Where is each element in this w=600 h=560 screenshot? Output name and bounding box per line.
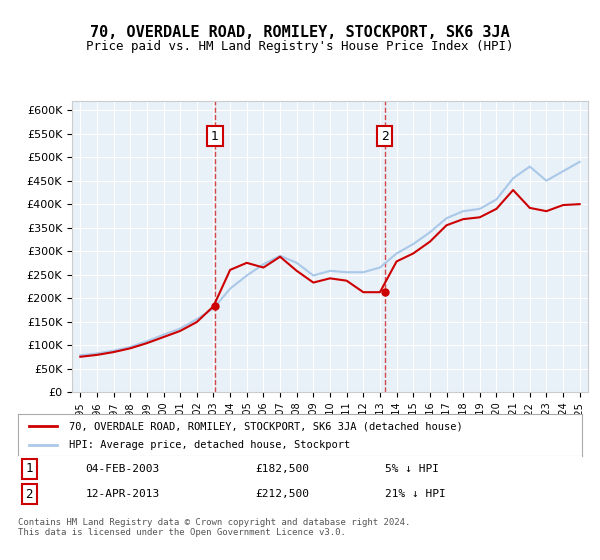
Text: 12-APR-2013: 12-APR-2013 bbox=[86, 489, 160, 499]
Text: 1: 1 bbox=[26, 463, 33, 475]
Text: £182,500: £182,500 bbox=[255, 464, 309, 474]
Text: 1: 1 bbox=[211, 129, 219, 143]
Text: 04-FEB-2003: 04-FEB-2003 bbox=[86, 464, 160, 474]
Text: 2: 2 bbox=[380, 129, 389, 143]
Text: 5% ↓ HPI: 5% ↓ HPI bbox=[385, 464, 439, 474]
Text: Contains HM Land Registry data © Crown copyright and database right 2024.
This d: Contains HM Land Registry data © Crown c… bbox=[18, 518, 410, 538]
Text: Price paid vs. HM Land Registry's House Price Index (HPI): Price paid vs. HM Land Registry's House … bbox=[86, 40, 514, 53]
Text: HPI: Average price, detached house, Stockport: HPI: Average price, detached house, Stoc… bbox=[69, 440, 350, 450]
Text: 70, OVERDALE ROAD, ROMILEY, STOCKPORT, SK6 3JA (detached house): 70, OVERDALE ROAD, ROMILEY, STOCKPORT, S… bbox=[69, 421, 463, 431]
Text: 2: 2 bbox=[26, 488, 33, 501]
Text: 70, OVERDALE ROAD, ROMILEY, STOCKPORT, SK6 3JA: 70, OVERDALE ROAD, ROMILEY, STOCKPORT, S… bbox=[90, 25, 510, 40]
Text: £212,500: £212,500 bbox=[255, 489, 309, 499]
Text: 21% ↓ HPI: 21% ↓ HPI bbox=[385, 489, 445, 499]
